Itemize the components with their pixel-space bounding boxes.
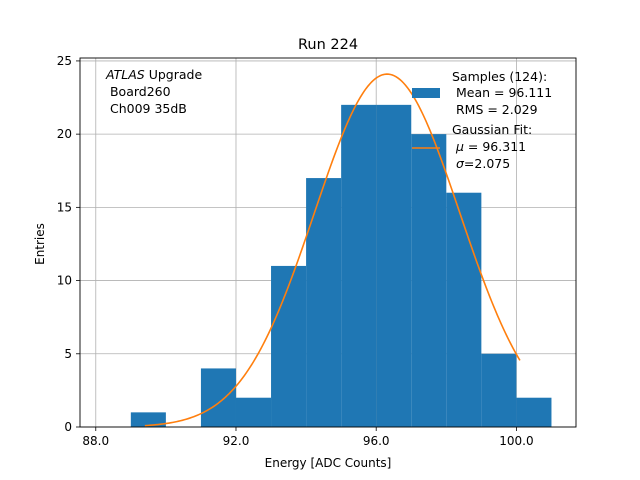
histogram-bar: [306, 178, 342, 427]
annotation-line-1: ATLAS Upgrade: [105, 67, 202, 82]
legend-samples-mean: Mean = 96.111: [452, 85, 552, 100]
chart-title: Run 224: [298, 37, 358, 53]
legend-samples-title: Samples (124):: [452, 69, 547, 84]
gaussian-fit-curve: [144, 73, 521, 427]
histogram-bar: [446, 192, 482, 427]
histogram-bar: [481, 353, 517, 427]
y-tick-label: 5: [64, 347, 72, 361]
x-axis-label: Energy [ADC Counts]: [265, 456, 392, 470]
histogram-bar: [411, 134, 447, 427]
annotation-board: Board260: [106, 84, 171, 99]
legend-fit-sigma: σ=2.075: [452, 156, 510, 171]
histogram-bar: [130, 412, 166, 427]
legend-samples-swatch: [412, 88, 440, 98]
legend-sigma-value: =2.075: [464, 156, 510, 171]
legend-fit-title: Gaussian Fit:: [452, 122, 532, 137]
legend-mu-value: = 96.311: [464, 139, 526, 154]
histogram-bars: [130, 104, 552, 427]
legend: Samples (124): Mean = 96.111 RMS = 2.029…: [412, 69, 552, 171]
y-axis-ticks: 0 5 10 15 20 25: [57, 54, 80, 434]
x-axis-ticks: 88.0 92.0 96.0 100.0: [82, 427, 534, 448]
histogram-bar: [235, 397, 272, 427]
legend-sigma-symbol: σ: [456, 156, 465, 171]
x-tick-label: 100.0: [499, 434, 533, 448]
legend-samples-rms: RMS = 2.029: [452, 102, 538, 117]
y-tick-label: 20: [57, 127, 72, 141]
histogram-bar: [341, 104, 377, 427]
x-tick-label: 92.0: [223, 434, 250, 448]
x-tick-label: 96.0: [363, 434, 390, 448]
y-tick-label: 25: [57, 54, 72, 68]
histogram-bar: [376, 104, 412, 427]
y-axis-label: Entries: [33, 223, 47, 265]
y-tick-label: 15: [57, 200, 72, 214]
annotation-atlas: ATLAS: [105, 67, 145, 82]
histogram-bar: [200, 368, 236, 427]
annotation-upgrade: Upgrade: [145, 67, 203, 82]
annotation-channel: Ch009 35dB: [106, 101, 187, 116]
axes-frame: [79, 57, 577, 428]
legend-mu-symbol: μ: [455, 139, 464, 154]
x-tick-label: 88.0: [82, 434, 109, 448]
legend-fit-mu: μ = 96.311: [452, 139, 526, 154]
y-tick-label: 0: [64, 420, 72, 434]
atlas-annotation: ATLAS Upgrade Board260 Ch009 35dB: [105, 67, 202, 116]
histogram-bar: [271, 265, 307, 427]
y-tick-label: 10: [57, 274, 72, 288]
histogram-bar: [516, 397, 552, 427]
